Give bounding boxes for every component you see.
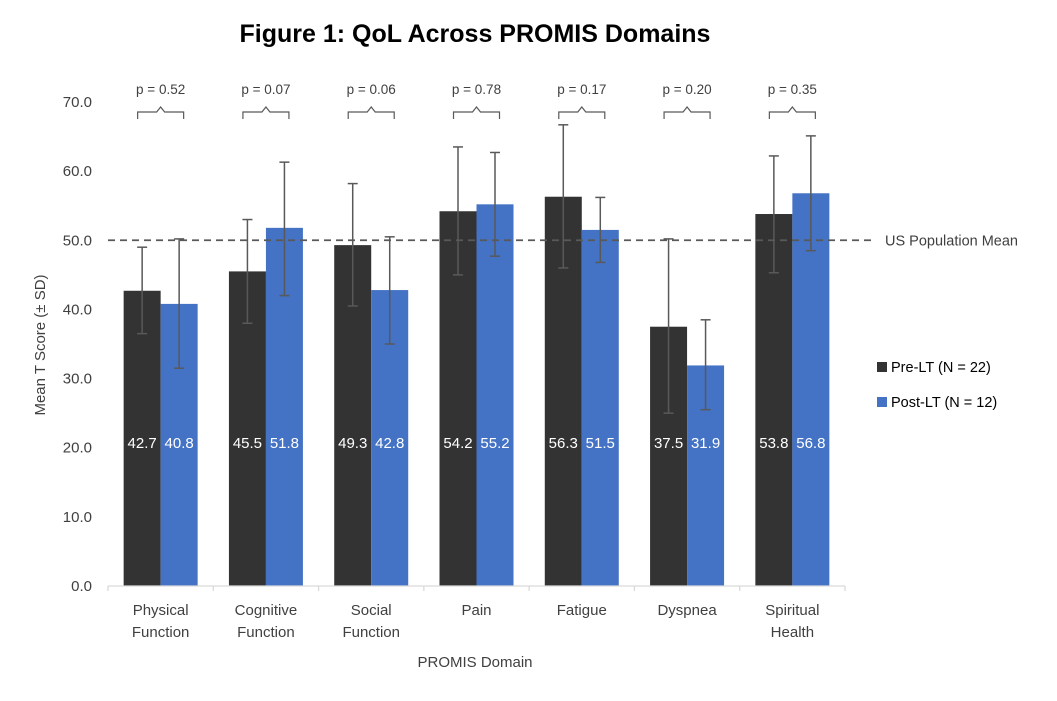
p-value-bracket [347,106,395,119]
p-value-label: p = 0.06 [347,82,396,97]
p-value-label: p = 0.07 [241,82,290,97]
bar [755,214,793,587]
y-tick-label: 10.0 [63,509,92,526]
category-label: Physical [133,602,189,619]
legend: Pre-LT (N = 22) Post-LT (N = 12) [877,360,997,411]
bar [581,229,619,586]
p-value-bracket [663,106,711,119]
data-label: 49.3 [338,435,367,452]
legend-label: Pre-LT (N = 22) [891,360,991,376]
p-value-label: p = 0.17 [557,82,606,97]
data-label: 40.8 [165,435,194,452]
y-tick-label: 40.0 [63,301,92,318]
category-label: Spiritual [765,602,819,619]
data-label: 54.2 [443,435,472,452]
p-value-bracket [242,106,290,119]
y-tick-label: 20.0 [63,440,92,457]
y-tick-label: 60.0 [63,163,92,180]
category-label: Fatigue [557,602,607,619]
data-label: 56.8 [796,435,825,452]
category-label: Function [132,624,190,641]
data-label: 53.8 [759,435,788,452]
p-value-label: p = 0.35 [768,82,817,97]
p-value-bracket [558,106,606,119]
x-axis: Physical Function Cognitive Function Social F… [107,585,846,641]
legend-swatch [877,362,887,372]
y-axis-title: Mean T Score (± SD) [32,274,49,415]
legend-swatch [877,397,887,407]
bar [792,193,830,587]
reference-line-label: US Population Mean [885,233,1018,249]
x-axis-title: PROMIS Domain [417,654,532,671]
data-label: 37.5 [654,435,683,452]
error-bars [137,124,816,414]
data-label: 45.5 [233,435,262,452]
y-tick-label: 0.0 [71,578,92,595]
data-label: 55.2 [480,435,509,452]
y-tick-label: 30.0 [63,371,92,388]
data-label: 42.7 [128,435,157,452]
category-label: Function [342,624,400,641]
category-label: Function [237,624,295,641]
category-label: Dyspnea [657,602,717,619]
category-label: Cognitive [235,602,298,619]
p-value-label: p = 0.78 [452,82,501,97]
bars: 42.7 45.5 49.3 54.2 56.3 37.5 53.8 40.8 51.8 42.8… [123,193,830,587]
data-label: 51.5 [586,435,615,452]
legend-label: Post-LT (N = 12) [891,395,997,411]
p-value-brackets: p = 0.52 p = 0.07 p = 0.06 p = 0.78 p = 0.17… [136,82,817,119]
reference-line: US Population Mean [108,233,1018,249]
p-value-label: p = 0.52 [136,82,185,97]
y-tick-label: 50.0 [63,232,92,249]
p-value-label: p = 0.20 [662,82,711,97]
category-label: Health [771,624,814,641]
y-axis: 0.0 10.0 20.0 30.0 40.0 50.0 60.0 70.0 [63,94,92,595]
bar [123,290,161,586]
y-tick-label: 70.0 [63,94,92,111]
p-value-bracket [452,106,501,119]
category-label: Pain [461,602,491,619]
data-label: 56.3 [549,435,578,452]
data-label: 31.9 [691,435,720,452]
chart-title: Figure 1: QoL Across PROMIS Domains [240,20,711,48]
bar [476,204,514,586]
category-label: Social [351,602,392,619]
data-label: 51.8 [270,435,299,452]
data-label: 42.8 [375,435,404,452]
p-value-bracket [768,106,816,119]
p-value-bracket [137,106,185,119]
